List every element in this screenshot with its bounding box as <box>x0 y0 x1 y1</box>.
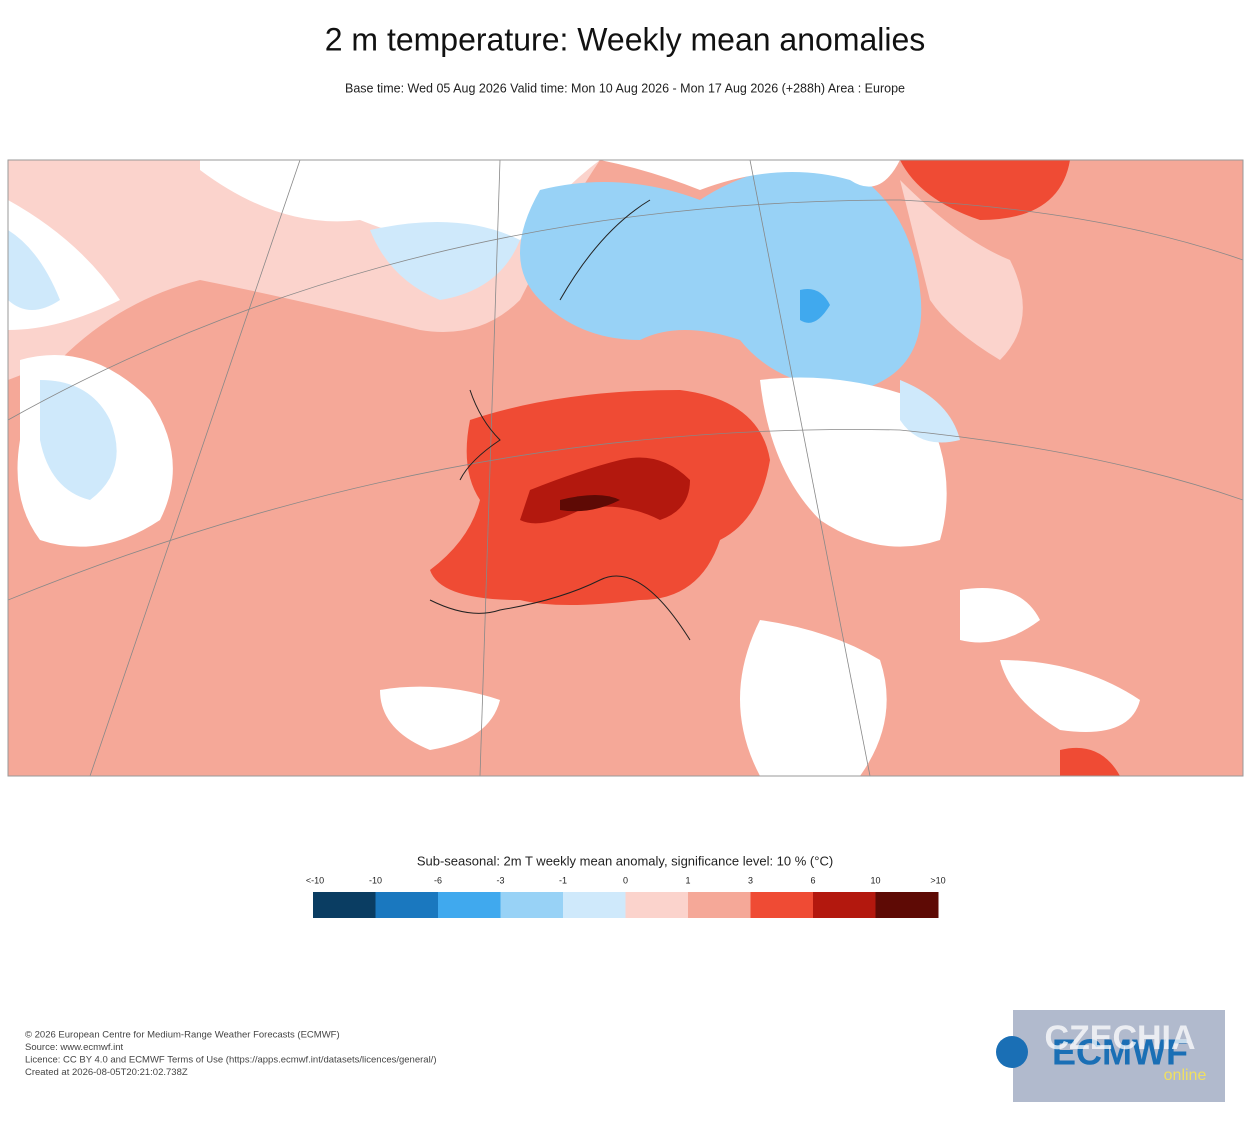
colorbar-label: -3 <box>496 875 504 885</box>
colorbar-label: -1 <box>559 875 567 885</box>
title: 2 m temperature: Weekly mean anomalies <box>325 21 926 57</box>
colorbar-label: 3 <box>748 875 753 885</box>
legend-title: Sub-seasonal: 2m T weekly mean anomaly, … <box>417 853 833 868</box>
color-box <box>563 892 626 918</box>
map <box>7 159 1244 777</box>
colorbar-label: 0 <box>623 875 628 885</box>
color-box <box>438 892 501 918</box>
colorbar-label: -6 <box>434 875 442 885</box>
color-box <box>688 892 751 918</box>
logo: ECMWF CZECHIA online <box>996 1010 1225 1102</box>
watermark-sub: online <box>1164 1067 1207 1084</box>
footer: © 2026 European Centre for Medium-Range … <box>25 1030 437 1079</box>
colorbar-label: -10 <box>369 875 382 885</box>
brand: ECMWF <box>1052 1032 1188 1073</box>
colorbar-label: 10 <box>870 875 880 885</box>
footer-line: © 2026 European Centre for Medium-Range … <box>25 1030 340 1041</box>
color-box <box>750 892 814 918</box>
colorbar-label: 1 <box>685 875 690 885</box>
colorbar-label: 6 <box>810 875 815 885</box>
footer-line: Licence: CC BY 4.0 and ECMWF Terms of Us… <box>25 1055 437 1066</box>
colorbar-label: <-10 <box>306 875 324 885</box>
watermark: CZECHIA <box>1044 1019 1195 1057</box>
footer-line: Created at 2026-08-05T20:21:02.738Z <box>25 1067 188 1078</box>
subtitle: Base time: Wed 05 Aug 2026 Valid time: M… <box>345 81 905 95</box>
color-box <box>625 892 689 918</box>
color-box <box>313 892 376 918</box>
colorbar: <-10 -10 -6 -3 -1 0 1 3 6 10 >10 <box>306 875 946 918</box>
color-box <box>500 892 564 918</box>
colorbar-label: >10 <box>930 875 945 885</box>
logo-icon <box>996 1036 1028 1068</box>
color-box <box>875 892 939 918</box>
color-box <box>813 892 876 918</box>
color-box <box>375 892 439 918</box>
watermark-box <box>1013 1010 1225 1102</box>
footer-line: Source: www.ecmwf.int <box>25 1042 124 1053</box>
